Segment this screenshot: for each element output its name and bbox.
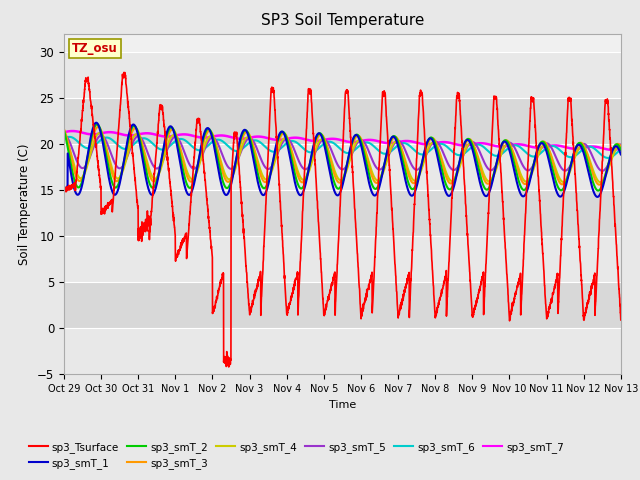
sp3_smT_1 xyxy=(564,174,572,180)
sp3_smT_4 xyxy=(60,131,68,136)
Legend: sp3_Tsurface, sp3_smT_1, sp3_smT_2, sp3_smT_3, sp3_smT_4, sp3_smT_5, sp3_smT_6, : sp3_Tsurface, sp3_smT_1, sp3_smT_2, sp3_… xyxy=(25,438,568,473)
sp3_Tsurface xyxy=(120,70,128,75)
sp3_smT_3 xyxy=(397,144,404,150)
sp3_smT_6 xyxy=(617,146,625,152)
Bar xyxy=(64,282,621,328)
sp3_smT_5 xyxy=(216,144,223,150)
Line: sp3_Tsurface: sp3_Tsurface xyxy=(64,72,621,367)
sp3_smT_6 xyxy=(604,155,612,161)
sp3_smT_1 xyxy=(92,120,100,126)
sp3_smT_3 xyxy=(617,144,625,149)
sp3_Tsurface xyxy=(397,300,404,306)
Line: sp3_smT_2: sp3_smT_2 xyxy=(64,124,621,191)
Bar xyxy=(64,52,621,98)
sp3_smT_1 xyxy=(60,187,68,193)
sp3_Tsurface xyxy=(407,281,415,287)
sp3_smT_3 xyxy=(564,172,572,178)
sp3_smT_5 xyxy=(397,139,404,145)
Bar xyxy=(64,144,621,190)
sp3_smT_3 xyxy=(406,177,414,183)
sp3_smT_5 xyxy=(617,142,625,147)
sp3_smT_7 xyxy=(406,138,414,144)
sp3_smT_6 xyxy=(564,154,572,159)
Line: sp3_smT_1: sp3_smT_1 xyxy=(64,123,621,197)
sp3_smT_4 xyxy=(617,145,625,151)
sp3_Tsurface xyxy=(617,317,625,323)
sp3_smT_3 xyxy=(94,124,102,130)
sp3_smT_4 xyxy=(397,144,404,150)
sp3_smT_4 xyxy=(180,157,188,163)
Text: TZ_osu: TZ_osu xyxy=(72,42,118,55)
sp3_smT_3 xyxy=(216,157,223,163)
sp3_smT_6 xyxy=(617,146,625,152)
sp3_Tsurface xyxy=(564,95,572,101)
sp3_Tsurface xyxy=(180,237,188,242)
sp3_smT_2 xyxy=(180,169,188,175)
Bar xyxy=(64,190,621,236)
sp3_smT_2 xyxy=(617,147,625,153)
sp3_smT_7 xyxy=(180,132,188,137)
sp3_smT_2 xyxy=(216,165,223,171)
sp3_smT_1 xyxy=(397,155,404,161)
Line: sp3_smT_6: sp3_smT_6 xyxy=(64,137,621,158)
sp3_smT_6 xyxy=(60,136,68,142)
Line: sp3_smT_7: sp3_smT_7 xyxy=(64,131,621,150)
sp3_Tsurface xyxy=(617,313,625,319)
sp3_smT_4 xyxy=(95,130,103,136)
sp3_smT_1 xyxy=(180,178,188,183)
sp3_smT_3 xyxy=(617,144,625,149)
sp3_Tsurface xyxy=(60,187,68,192)
Bar xyxy=(64,328,621,374)
sp3_smT_2 xyxy=(93,121,100,127)
Bar xyxy=(64,98,621,144)
sp3_smT_1 xyxy=(593,194,601,200)
sp3_smT_3 xyxy=(595,182,603,188)
sp3_smT_4 xyxy=(406,173,414,179)
sp3_smT_6 xyxy=(216,137,223,143)
sp3_smT_4 xyxy=(564,173,572,179)
sp3_Tsurface xyxy=(216,283,223,288)
sp3_smT_1 xyxy=(406,192,414,198)
sp3_smT_4 xyxy=(596,180,604,185)
sp3_smT_7 xyxy=(617,146,625,152)
sp3_smT_5 xyxy=(60,132,68,138)
sp3_smT_5 xyxy=(406,159,414,165)
sp3_smT_7 xyxy=(60,129,68,135)
sp3_smT_6 xyxy=(397,141,404,146)
Line: sp3_smT_4: sp3_smT_4 xyxy=(64,133,621,182)
Line: sp3_smT_3: sp3_smT_3 xyxy=(64,127,621,185)
sp3_smT_7 xyxy=(617,146,625,152)
Title: SP3 Soil Temperature: SP3 Soil Temperature xyxy=(260,13,424,28)
Y-axis label: Soil Temperature (C): Soil Temperature (C) xyxy=(19,143,31,265)
Bar xyxy=(64,236,621,282)
sp3_smT_5 xyxy=(179,146,187,152)
sp3_smT_2 xyxy=(397,149,404,155)
sp3_smT_1 xyxy=(617,151,625,157)
sp3_smT_2 xyxy=(564,172,572,178)
sp3_smT_7 xyxy=(68,128,76,134)
sp3_smT_5 xyxy=(617,142,625,147)
sp3_smT_5 xyxy=(598,168,606,174)
sp3_smT_2 xyxy=(406,185,414,191)
sp3_smT_6 xyxy=(65,134,73,140)
sp3_smT_6 xyxy=(180,137,188,143)
sp3_smT_4 xyxy=(216,154,223,160)
sp3_smT_7 xyxy=(609,147,616,153)
sp3_smT_2 xyxy=(60,128,68,133)
sp3_smT_7 xyxy=(397,139,404,144)
Line: sp3_smT_5: sp3_smT_5 xyxy=(64,135,621,171)
sp3_smT_6 xyxy=(406,144,414,149)
sp3_smT_2 xyxy=(595,188,602,193)
sp3_smT_4 xyxy=(617,145,625,151)
sp3_Tsurface xyxy=(225,364,232,370)
sp3_smT_1 xyxy=(617,152,625,157)
sp3_smT_7 xyxy=(564,145,572,151)
sp3_smT_3 xyxy=(60,126,68,132)
X-axis label: Time: Time xyxy=(329,400,356,409)
sp3_smT_7 xyxy=(216,132,223,138)
sp3_smT_1 xyxy=(216,174,223,180)
sp3_smT_2 xyxy=(617,146,625,152)
sp3_smT_5 xyxy=(564,166,572,172)
sp3_smT_3 xyxy=(180,160,188,166)
